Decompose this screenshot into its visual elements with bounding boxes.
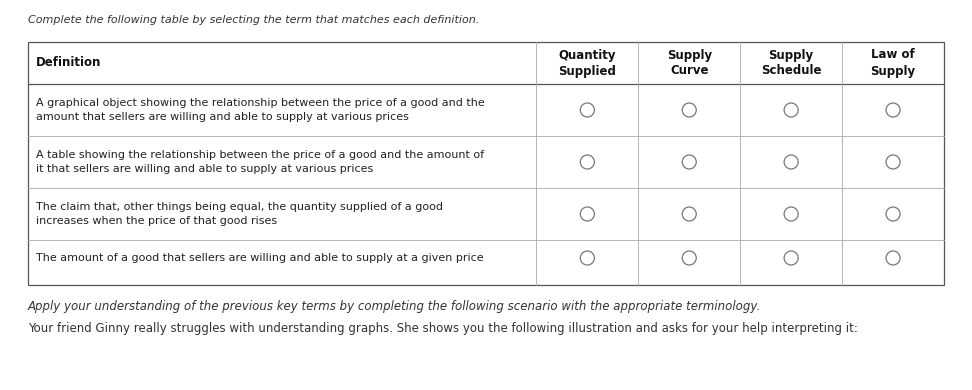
Text: Definition: Definition <box>36 57 101 69</box>
Circle shape <box>580 103 594 117</box>
Text: Supply
Curve: Supply Curve <box>667 48 712 78</box>
Text: Apply your understanding of the previous key terms by completing the following s: Apply your understanding of the previous… <box>28 300 761 313</box>
Text: it that sellers are willing and able to supply at various prices: it that sellers are willing and able to … <box>36 165 373 174</box>
Circle shape <box>784 251 798 265</box>
Circle shape <box>682 155 696 169</box>
Circle shape <box>682 207 696 221</box>
Circle shape <box>886 207 900 221</box>
Text: A graphical object showing the relationship between the price of a good and the: A graphical object showing the relations… <box>36 98 485 108</box>
Circle shape <box>682 251 696 265</box>
Text: increases when the price of that good rises: increases when the price of that good ri… <box>36 216 277 227</box>
Text: Complete the following table by selecting the term that matches each definition.: Complete the following table by selectin… <box>28 15 479 25</box>
Circle shape <box>886 155 900 169</box>
Text: A table showing the relationship between the price of a good and the amount of: A table showing the relationship between… <box>36 149 484 160</box>
Text: Quantity
Supplied: Quantity Supplied <box>558 48 616 78</box>
Circle shape <box>886 103 900 117</box>
Circle shape <box>886 251 900 265</box>
Text: amount that sellers are willing and able to supply at various prices: amount that sellers are willing and able… <box>36 112 409 122</box>
Text: The amount of a good that sellers are willing and able to supply at a given pric: The amount of a good that sellers are wi… <box>36 253 484 263</box>
Circle shape <box>580 207 594 221</box>
Text: The claim that, other things being equal, the quantity supplied of a good: The claim that, other things being equal… <box>36 202 443 211</box>
Circle shape <box>682 103 696 117</box>
Circle shape <box>784 207 798 221</box>
Circle shape <box>784 155 798 169</box>
Text: Supply
Schedule: Supply Schedule <box>761 48 821 78</box>
Circle shape <box>580 155 594 169</box>
Bar <box>28 42 944 285</box>
Circle shape <box>784 103 798 117</box>
Circle shape <box>580 251 594 265</box>
Text: Law of
Supply: Law of Supply <box>871 48 916 78</box>
Text: Your friend Ginny really struggles with understanding graphs. She shows you the : Your friend Ginny really struggles with … <box>28 322 858 335</box>
